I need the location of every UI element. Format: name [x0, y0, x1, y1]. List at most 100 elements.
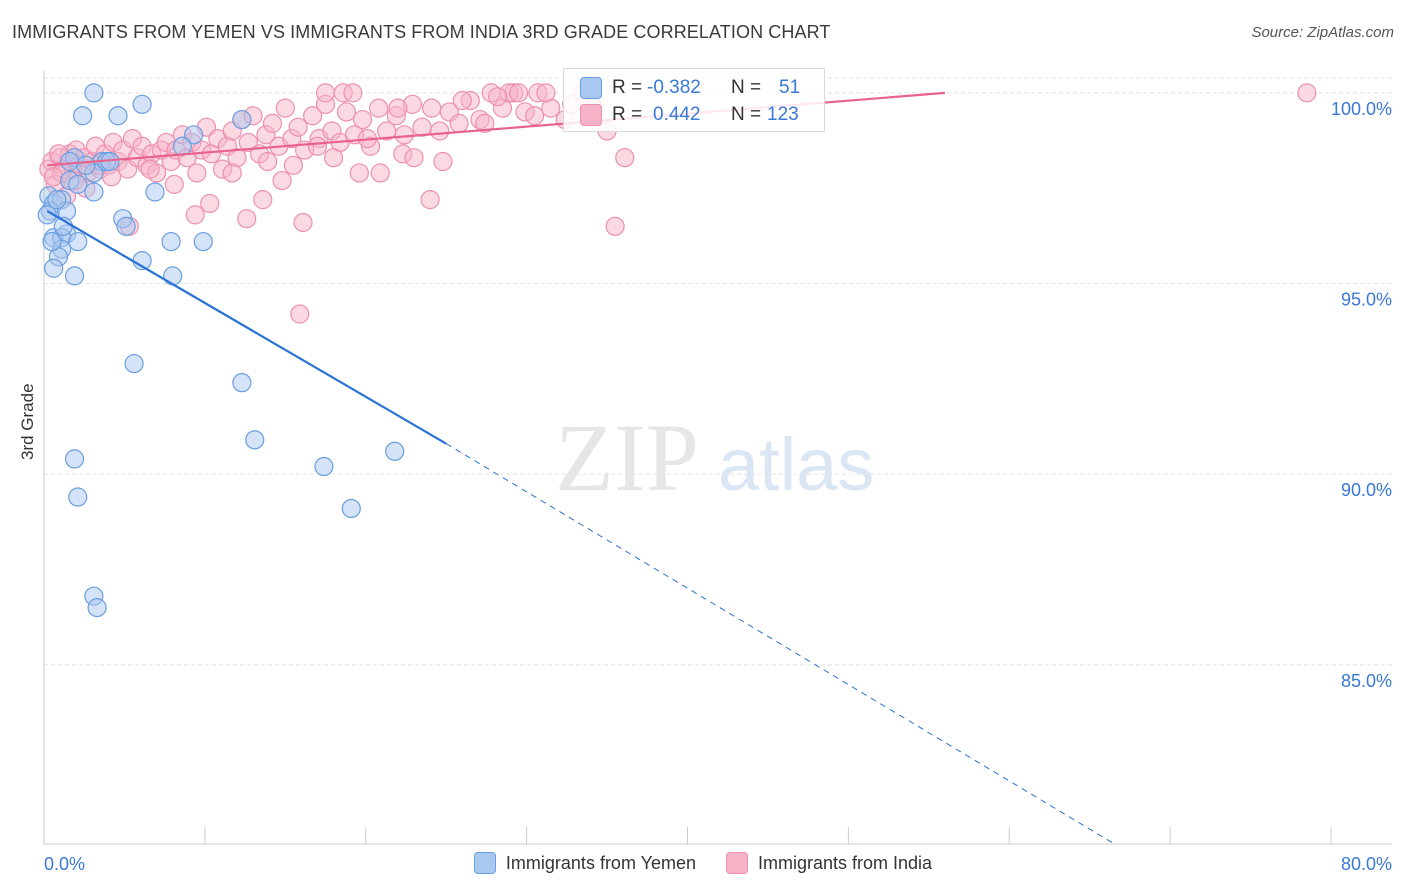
india-point — [452, 90, 472, 111]
india-point — [238, 132, 258, 153]
legend: Immigrants from Yemen Immigrants from In… — [0, 852, 1406, 874]
yemen-point — [116, 216, 136, 236]
yemen-point — [44, 258, 64, 278]
stats-r-label-yemen: R = — [612, 77, 643, 98]
india-point — [293, 212, 313, 233]
india-point — [187, 163, 207, 183]
india-point — [200, 193, 220, 214]
yemen-point — [184, 125, 204, 145]
yemen-point — [68, 231, 88, 252]
yemen-point — [163, 266, 183, 286]
india-point — [449, 113, 469, 133]
india-point — [475, 113, 495, 133]
watermark-zip: ZIP — [555, 404, 699, 511]
india-point — [307, 136, 328, 156]
stats-n-value-india: 123 — [767, 104, 799, 125]
india-point — [288, 117, 308, 137]
y-tick-label: 85.0% — [1341, 671, 1392, 691]
yemen-trend-extension — [445, 443, 1115, 845]
india-point — [369, 98, 389, 118]
watermark-atlas: atlas — [718, 423, 874, 506]
india-point — [258, 151, 278, 172]
yemen-point — [172, 136, 192, 156]
y-tick-label: 100.0% — [1331, 99, 1392, 119]
y-tick-label: 90.0% — [1341, 480, 1392, 500]
stats-box: R = -0.382 N = 51 R = 0.442 N = 123 — [563, 68, 825, 132]
india-point — [272, 170, 292, 191]
india-point — [488, 87, 508, 107]
india-point — [394, 125, 414, 145]
legend-label-yemen: Immigrants from Yemen — [505, 852, 696, 873]
india-point — [433, 151, 453, 172]
stats-r-value-india: 0.442 — [653, 104, 701, 125]
x-tick-label-max: 80.0% — [1341, 854, 1392, 874]
watermark: ZIP atlas — [555, 404, 874, 511]
india-point — [343, 83, 363, 103]
yemen-point — [341, 498, 361, 519]
india-point — [44, 167, 64, 187]
yemen-point — [84, 83, 104, 103]
yemen-point — [161, 231, 181, 252]
gridlines — [43, 77, 1392, 844]
stats-n-value-yemen: 51 — [779, 77, 801, 98]
yemen-point — [245, 430, 265, 450]
source-label: Source: ZipAtlas.com — [1251, 24, 1394, 41]
india-point — [140, 159, 160, 179]
yemen-point — [232, 109, 252, 130]
india-point — [185, 205, 205, 225]
legend-item-india[interactable]: Immigrants from India — [726, 852, 932, 874]
stats-swatch-yemen — [580, 77, 602, 99]
india-point — [420, 190, 440, 210]
yemen-point — [60, 151, 80, 172]
stats-n-label-india: N = — [731, 104, 762, 125]
india-point — [605, 216, 625, 236]
yemen-point — [193, 231, 213, 252]
yemen-point — [68, 487, 88, 507]
legend-swatch-yemen — [473, 852, 496, 874]
yemen-point — [232, 373, 252, 393]
india-point — [303, 106, 323, 126]
yemen-point — [37, 205, 57, 225]
yemen-point — [132, 94, 152, 114]
legend-swatch-india — [726, 852, 748, 874]
india-point — [349, 163, 369, 183]
india-point — [430, 121, 450, 141]
legend-label-india: Immigrants from India — [758, 852, 933, 873]
india-point — [352, 109, 373, 130]
india-point — [1297, 83, 1317, 103]
yemen-point — [76, 155, 96, 175]
yemen-point — [314, 456, 334, 477]
yemen-point — [124, 353, 144, 374]
india-point — [336, 102, 357, 122]
stats-r-label-india: R = — [612, 104, 643, 125]
india-point — [388, 98, 408, 118]
tick-labels: 85.0% 90.0% 95.0% 100.0% 0.0% 80.0% — [44, 99, 1392, 874]
yemen-point — [84, 182, 104, 202]
india-point — [508, 83, 529, 103]
yemen-point — [64, 266, 85, 286]
india-point — [290, 304, 310, 324]
india-point — [525, 106, 545, 126]
chart-title: IMMIGRANTS FROM YEMEN VS IMMIGRANTS FROM… — [12, 22, 831, 42]
yemen-point — [87, 598, 107, 618]
india-point — [422, 98, 442, 118]
yemen-point — [47, 190, 67, 210]
legend-item-yemen[interactable]: Immigrants from Yemen — [473, 852, 696, 874]
yemen-trend-line — [46, 210, 447, 445]
india-point — [164, 174, 184, 194]
x-tick-label-min: 0.0% — [44, 854, 85, 874]
stats-swatch-india — [580, 104, 602, 126]
stats-r-value-yemen: -0.382 — [647, 77, 701, 98]
yemen-point — [108, 106, 128, 126]
stats-n-label-yemen: N = — [731, 77, 762, 98]
y-axis-title: 3rd Grade — [18, 383, 37, 460]
india-point — [323, 148, 344, 168]
india-point — [315, 83, 336, 103]
india-point — [283, 155, 303, 175]
yemen-point — [385, 441, 405, 461]
yemen-point — [145, 182, 165, 202]
india-point — [275, 98, 295, 118]
india-point — [404, 148, 424, 168]
india-point — [615, 148, 635, 168]
